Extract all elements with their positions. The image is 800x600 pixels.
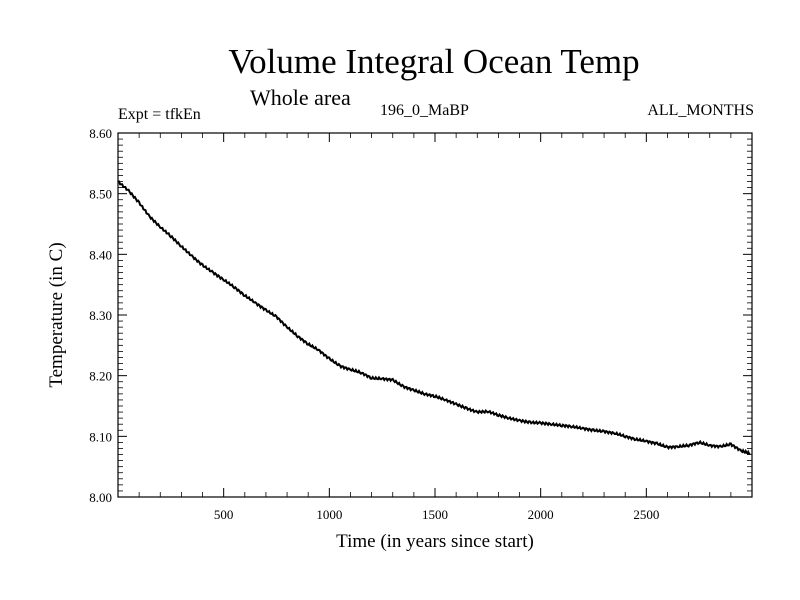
- temperature-series-line: [118, 180, 751, 456]
- months-label: ALL_MONTHS: [647, 102, 754, 119]
- chart-title: Volume Integral Ocean Temp: [228, 42, 640, 81]
- y-tick-label: 8.30: [89, 308, 112, 323]
- y-tick-label: 8.50: [89, 187, 112, 202]
- y-axis-title: Temperature (in C): [46, 242, 67, 387]
- x-tick-label: 1000: [316, 507, 342, 522]
- x-tick-label: 500: [214, 507, 234, 522]
- x-tick-label: 2500: [633, 507, 659, 522]
- y-axis-ticks: 8.00 8.10 8.20 8.30 8.40 8.50 8.60: [89, 126, 752, 505]
- x-axis-ticks: 500 1000 1500 2000 2500: [138, 133, 732, 522]
- run-label: 196_0_MaBP: [380, 102, 469, 119]
- y-tick-label: 8.20: [89, 369, 112, 384]
- x-tick-label: 2000: [528, 507, 554, 522]
- y-tick-label: 8.00: [89, 490, 112, 505]
- x-axis-title: Time (in years since start): [336, 531, 534, 552]
- experiment-label: Expt = tfkEn: [118, 106, 201, 123]
- y-tick-label: 8.40: [89, 247, 112, 262]
- x-tick-label: 1500: [422, 507, 448, 522]
- chart-subtitle: Whole area: [250, 85, 351, 110]
- y-tick-label: 8.10: [89, 429, 112, 444]
- y-tick-label: 8.60: [89, 126, 112, 141]
